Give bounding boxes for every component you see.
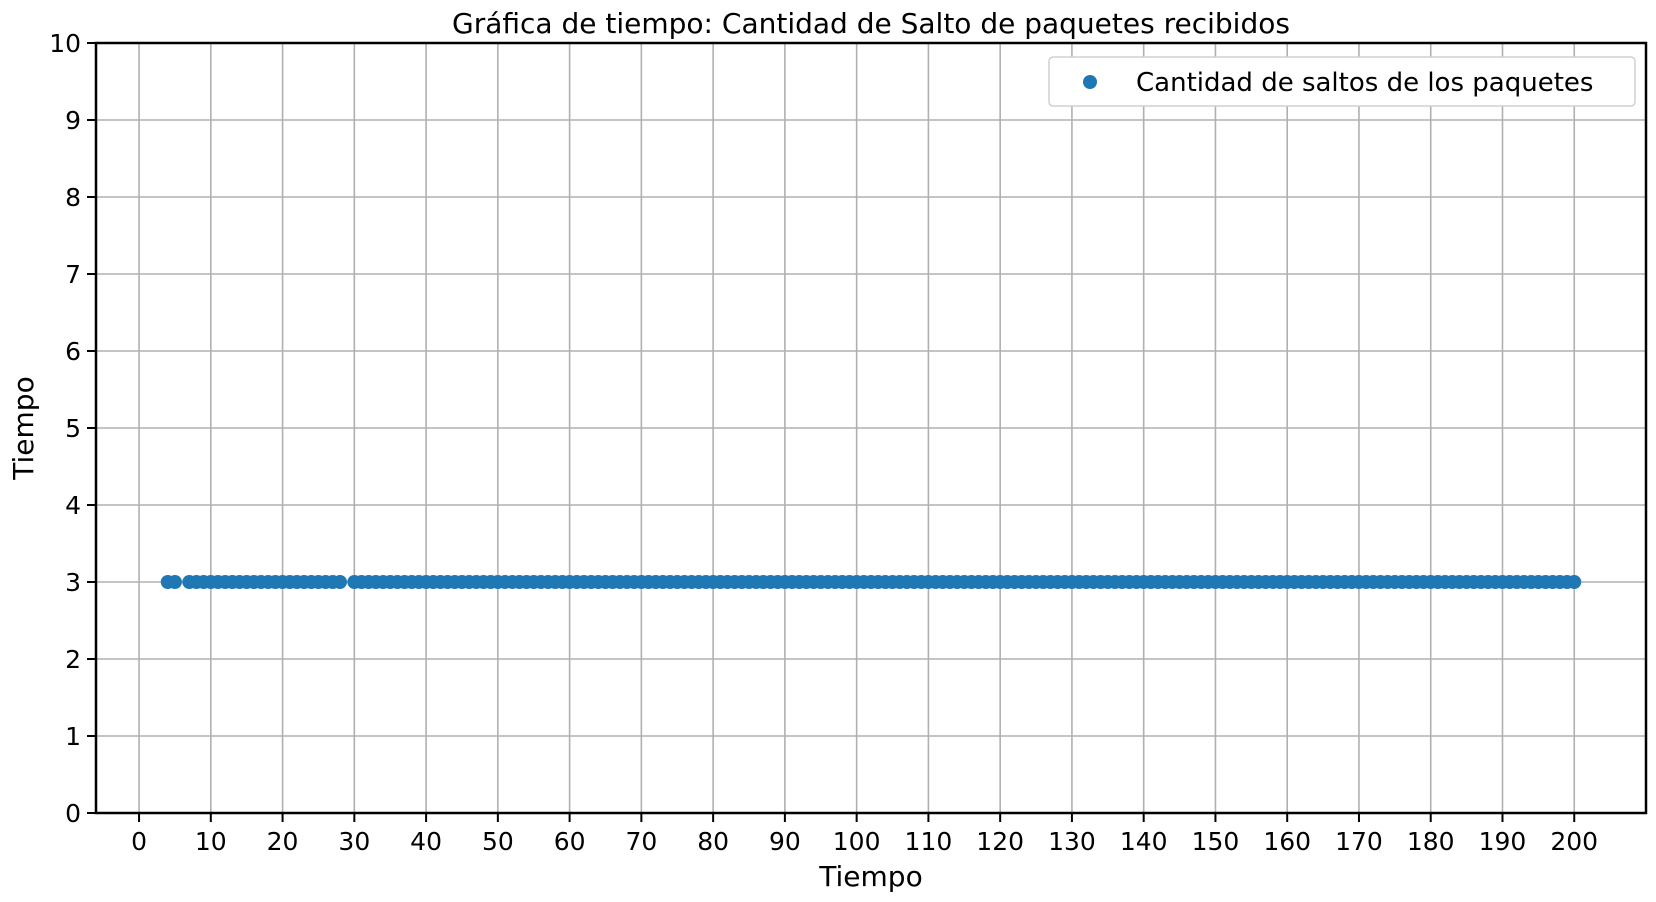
y-tick-label: 8	[65, 183, 81, 212]
y-tick-label: 0	[65, 799, 81, 828]
legend-box	[1048, 56, 1636, 107]
x-tick-label: 120	[976, 827, 1024, 856]
y-axis-label: Tiempo	[7, 376, 40, 480]
x-tick-label: 80	[697, 827, 729, 856]
x-tick-label: 40	[410, 827, 442, 856]
y-tick-label: 4	[65, 491, 81, 520]
x-tick-label: 180	[1407, 827, 1455, 856]
x-tick-label: 170	[1335, 827, 1383, 856]
y-tick-label: 7	[65, 260, 81, 289]
x-tick-label: 100	[833, 827, 881, 856]
x-axis-ticks: 0 10 20 30 40 50 60 70 80 90 100 110 120 130 140 150 160…	[131, 813, 1598, 856]
x-tick-label: 70	[625, 827, 657, 856]
x-tick-label: 30	[338, 827, 370, 856]
data-point	[1567, 575, 1582, 589]
grid	[96, 42, 1646, 814]
y-tick-label: 1	[65, 722, 81, 751]
x-tick-label: 200	[1550, 827, 1598, 856]
x-tick-label: 0	[131, 827, 147, 856]
y-axis-ticks: 0 1 2 3 4 5 6 7 8 9 10	[49, 29, 96, 828]
x-tick-label: 10	[195, 827, 227, 856]
legend-entry-label: Cantidad de saltos de los paquetes	[1136, 68, 1593, 98]
x-axis-label: Tiempo	[818, 860, 922, 893]
y-tick-label: 5	[65, 414, 81, 443]
x-tick-label: 20	[267, 827, 299, 856]
x-tick-label: 90	[769, 827, 801, 856]
x-tick-label: 130	[1048, 827, 1096, 856]
data-point	[332, 575, 347, 589]
y-tick-label: 9	[65, 106, 81, 135]
y-tick-label: 3	[65, 568, 81, 597]
data-point	[167, 575, 182, 589]
chart-title: Gráfica de tiempo: Cantidad de Salto de …	[452, 7, 1290, 40]
y-tick-label: 6	[65, 337, 81, 366]
x-tick-label: 50	[482, 827, 514, 856]
x-tick-label: 190	[1479, 827, 1527, 856]
y-tick-label: 10	[49, 29, 81, 58]
x-tick-label: 140	[1120, 827, 1168, 856]
x-tick-label: 60	[554, 827, 586, 856]
x-tick-label: 160	[1263, 827, 1311, 856]
data-points	[160, 575, 1582, 589]
x-tick-label: 110	[905, 827, 953, 856]
legend: Cantidad de saltos de los paquetes	[1048, 56, 1636, 107]
y-tick-label: 2	[65, 645, 81, 674]
x-tick-label: 150	[1192, 827, 1240, 856]
legend-marker	[1083, 75, 1097, 89]
